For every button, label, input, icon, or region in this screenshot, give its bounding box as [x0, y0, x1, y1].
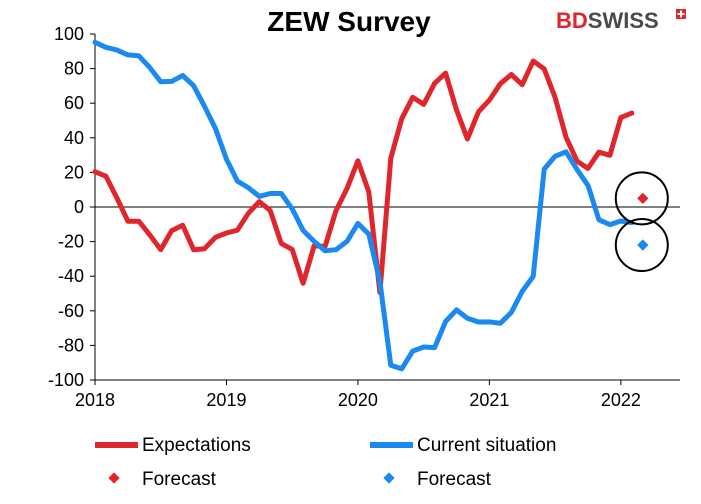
y-tick-label: 40 [64, 128, 84, 148]
legend: Expectations Current situation Forecast … [95, 435, 556, 490]
series-lines [92, 39, 635, 372]
y-tick-label: -20 [58, 232, 84, 252]
y-tick-labels: 100 80 60 40 20 0 -20 -40 -60 -80 -100 [48, 24, 84, 390]
forecast-point-current-situation [637, 239, 649, 251]
x-tick-label: 2021 [469, 390, 509, 410]
legend-swatch-forecast-expectations [108, 472, 120, 484]
x-tick-labels: 2018 2019 2020 2021 2022 [75, 390, 641, 410]
legend-label-forecast-expectations: Forecast [142, 469, 217, 490]
x-tick-label: 2018 [75, 390, 115, 410]
svg-text:BDSWISS: BDSWISS [556, 8, 659, 33]
y-tick-label: 20 [64, 162, 84, 182]
y-tick-label: 60 [64, 93, 84, 113]
legend-label-forecast-current: Forecast [417, 469, 492, 490]
forecast-highlight-circle [614, 171, 669, 226]
y-tick-label: -100 [48, 370, 84, 390]
brand-swiss-cross-icon [676, 9, 686, 19]
forecast-point-expectations [637, 192, 649, 205]
x-tick-label: 2019 [206, 390, 246, 410]
forecast-highlight-circle [614, 218, 669, 273]
chart-title: ZEW Survey [267, 6, 431, 37]
y-tick-label: 100 [54, 24, 84, 44]
legend-label-expectations: Expectations [142, 435, 251, 456]
y-tick-label: 80 [64, 59, 84, 79]
y-tick-label: 0 [74, 197, 84, 217]
brand-part1: BD [556, 8, 588, 33]
y-tick-label: -80 [58, 335, 84, 355]
forecast-markers [614, 171, 669, 273]
brand-logo: BDSWISS [556, 8, 686, 33]
legend-label-current-situation: Current situation [417, 435, 556, 456]
y-tick-label: -60 [58, 301, 84, 321]
brand-part2: SWISS [588, 8, 659, 33]
series-line-current-situation [92, 39, 635, 372]
legend-swatch-forecast-current [383, 472, 395, 484]
x-tick-label: 2022 [601, 390, 641, 410]
series-line-expectations [92, 58, 635, 296]
y-tick-label: -40 [58, 266, 84, 286]
x-tick-label: 2020 [338, 390, 378, 410]
